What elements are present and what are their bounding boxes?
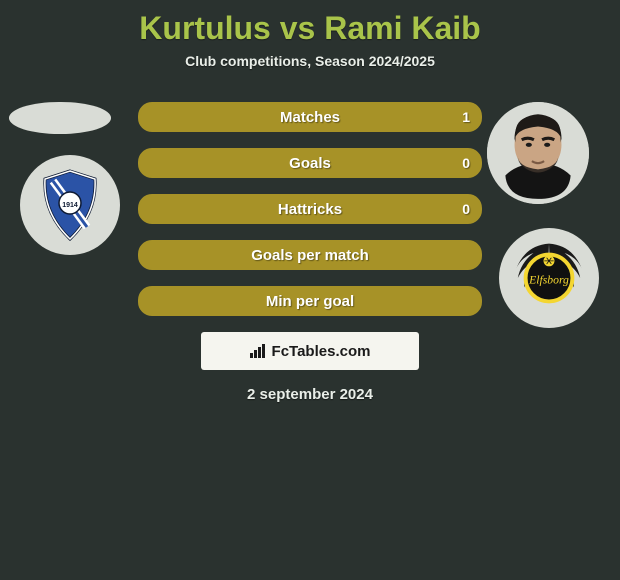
stat-label: Goals [289,155,331,172]
player-right-face [487,102,589,204]
player-right-avatar [487,102,589,204]
stat-row-matches: Matches 1 [138,102,482,132]
elfsborg-crest-icon: Elfsborg [510,239,588,317]
stat-label: Goals per match [251,247,369,264]
fctables-badge[interactable]: FcTables.com [201,332,419,370]
page-title: Kurtulus vs Rami Kaib [0,0,620,53]
club-left-crest: 1914 [20,155,120,255]
stat-value-right: 1 [462,109,470,125]
player-left-avatar [9,102,111,134]
stat-rows: Matches 1 Goals 0 Hattricks 0 Goals per … [138,87,482,316]
comparison-panel: 1914 Elfsborg Matches 1 Goals 0 Hattrick… [0,87,620,403]
stat-row-hattricks: Hattricks 0 [138,194,482,224]
stat-label: Min per goal [266,293,354,310]
stat-value-right: 0 [462,201,470,217]
stat-row-goals-per-match: Goals per match [138,240,482,270]
page-subtitle: Club competitions, Season 2024/2025 [0,53,620,87]
svg-text:Elfsborg: Elfsborg [528,273,569,286]
stat-label: Matches [280,109,340,126]
stat-row-min-per-goal: Min per goal [138,286,482,316]
stat-value-right: 0 [462,155,470,171]
club-right-crest: Elfsborg [499,228,599,328]
bars-icon [250,344,268,358]
svg-text:1914: 1914 [62,202,78,209]
hbk-shield-icon: 1914 [39,169,101,241]
stat-row-goals: Goals 0 [138,148,482,178]
stat-label: Hattricks [278,201,342,218]
fctables-label: FcTables.com [272,343,371,360]
player-left-face-placeholder [9,102,111,134]
date-label: 2 september 2024 [0,370,620,403]
